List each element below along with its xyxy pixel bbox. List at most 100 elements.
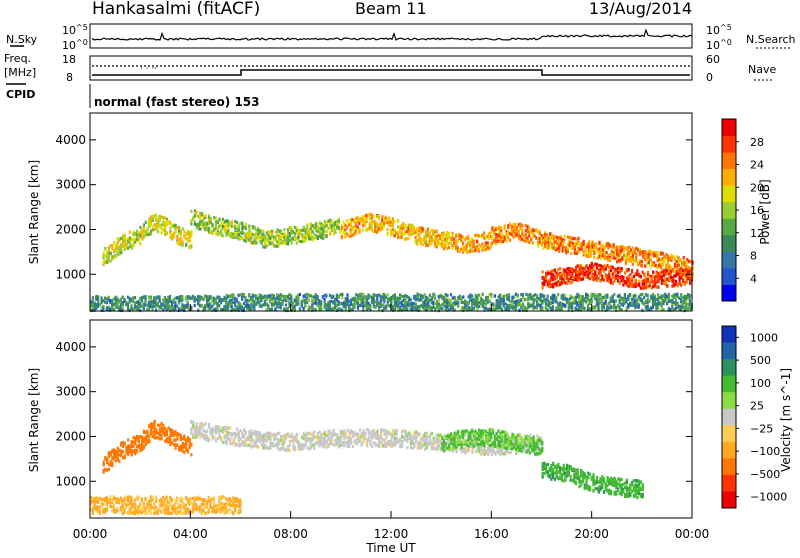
- echo-cell: [208, 227, 210, 230]
- echo-cell: [181, 297, 183, 300]
- echo-cell: [364, 224, 366, 227]
- echo-cell: [358, 228, 360, 231]
- echo-cell: [124, 234, 126, 237]
- echo-cell: [182, 227, 184, 230]
- echo-cell: [652, 271, 654, 274]
- echo-cell: [401, 236, 403, 239]
- echo-cell: [641, 293, 643, 296]
- echo-cell: [629, 294, 631, 297]
- echo-cell: [136, 450, 138, 453]
- echo-cell: [662, 263, 664, 266]
- echo-cell: [473, 307, 475, 310]
- colorbar-swatch: [722, 251, 736, 268]
- echo-cell: [671, 268, 673, 271]
- echo-cell: [547, 295, 549, 298]
- echo-cell: [308, 299, 310, 302]
- echo-cell: [343, 221, 345, 224]
- echo-cell: [190, 234, 192, 237]
- echo-cell: [621, 267, 623, 270]
- echo-cell: [281, 302, 283, 305]
- echo-cell: [122, 306, 124, 309]
- echo-cell: [202, 298, 204, 301]
- echo-cell: [605, 268, 607, 271]
- freq-unit-label: [MHz]: [4, 66, 36, 79]
- echo-cell: [402, 227, 404, 230]
- echo-cell: [166, 232, 168, 235]
- echo-cell: [590, 255, 592, 258]
- echo-cell: [462, 242, 464, 245]
- echo-cell: [104, 247, 106, 250]
- echo-cell: [628, 268, 630, 271]
- echo-cell: [204, 214, 206, 217]
- echo-cell: [222, 234, 224, 237]
- echo-cell: [194, 304, 196, 307]
- colorbar-swatch: [722, 169, 736, 186]
- echo-cell: [597, 308, 599, 311]
- echo-cell: [624, 293, 626, 296]
- echo-cell: [101, 296, 103, 299]
- echo-cell: [306, 225, 308, 228]
- echo-cell: [264, 235, 266, 238]
- echo-cell: [656, 254, 658, 257]
- echo-cell: [176, 305, 178, 308]
- echo-cell: [378, 217, 380, 220]
- echo-cell: [305, 239, 307, 242]
- echo-cell: [285, 303, 287, 306]
- echo-cell: [471, 295, 473, 298]
- echo-cell: [577, 237, 579, 240]
- freq-tick-top: 18: [62, 53, 76, 66]
- echo-cell: [610, 269, 612, 272]
- echo-cell: [124, 443, 126, 446]
- echo-cell: [169, 221, 171, 224]
- echo-cell: [541, 243, 543, 246]
- echo-cell: [606, 251, 608, 254]
- echo-cell: [552, 305, 554, 308]
- noise-axis-top-right: 10^5: [706, 23, 732, 37]
- echo-cell: [478, 305, 480, 308]
- echo-cell: [190, 222, 192, 225]
- echo-cell: [518, 231, 520, 234]
- echo-cell: [134, 296, 136, 299]
- freq-label: Freq.: [4, 52, 31, 65]
- echo-cell: [129, 241, 131, 244]
- echo-cell: [102, 307, 104, 310]
- echo-cell: [290, 299, 292, 302]
- echo-cell: [583, 240, 585, 243]
- echo-cell: [211, 224, 213, 227]
- echo-cell: [500, 227, 502, 230]
- echo-cell: [103, 463, 105, 466]
- echo-cell: [508, 296, 510, 299]
- echo-cell: [180, 230, 182, 233]
- echo-cell: [675, 298, 677, 301]
- echo-cell: [338, 220, 340, 223]
- echo-cell: [111, 464, 113, 467]
- echo-cell: [543, 295, 545, 298]
- echo-cell: [595, 251, 597, 254]
- echo-cell: [517, 294, 519, 297]
- echo-cell: [450, 293, 452, 296]
- echo-cell: [640, 275, 642, 278]
- echo-cell: [682, 278, 684, 281]
- colorbar-swatch: [722, 119, 736, 136]
- colorbar-swatch: [722, 268, 736, 285]
- noise-axis-bottom-right: 10^0: [706, 38, 732, 52]
- echo-cell: [216, 307, 218, 310]
- echo-cell: [173, 235, 175, 238]
- echo-cell: [227, 220, 229, 223]
- echo-cell: [670, 273, 672, 276]
- noise-axis-bottom-left: 10^0: [62, 38, 88, 52]
- echo-cell: [199, 227, 201, 230]
- echo-cell: [190, 231, 192, 234]
- echo-cell: [387, 293, 389, 296]
- echo-cell: [218, 218, 220, 221]
- echo-cell: [111, 244, 113, 247]
- echo-cell: [180, 233, 182, 236]
- echo-cell: [150, 296, 152, 299]
- echo-cell: [341, 235, 343, 238]
- y-tick-label: 4000: [55, 133, 86, 147]
- echo-cell: [577, 251, 579, 254]
- echo-cell: [187, 301, 189, 304]
- echo-cell: [448, 246, 450, 249]
- cpid-value: normal (fast stereo) 153: [94, 95, 260, 109]
